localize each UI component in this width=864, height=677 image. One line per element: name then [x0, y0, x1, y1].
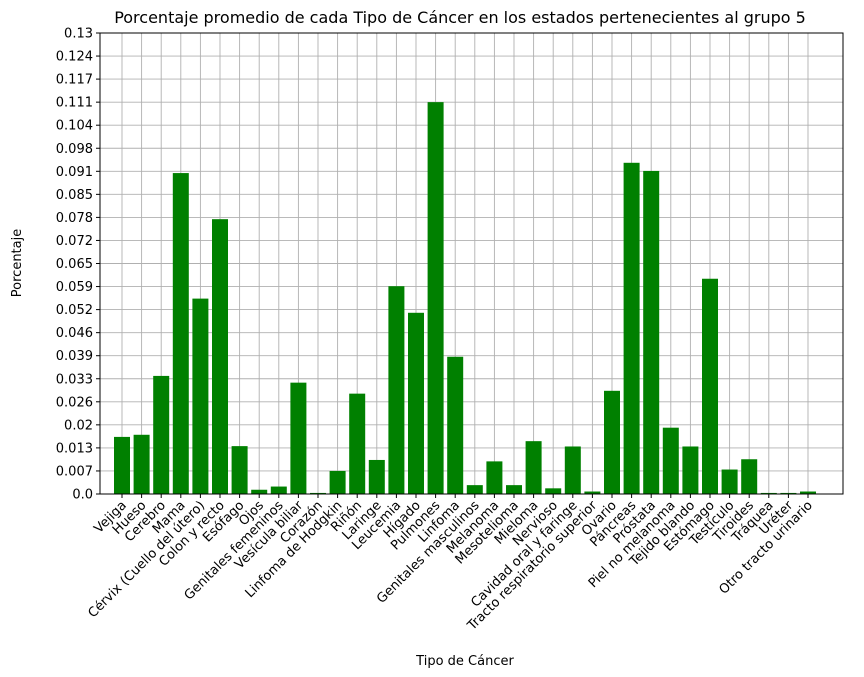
bar [408, 312, 424, 494]
bar [564, 446, 581, 494]
bar [270, 486, 287, 494]
bar [114, 436, 130, 494]
bar [427, 102, 444, 495]
bar [212, 219, 228, 494]
bar [643, 170, 660, 495]
y-tick-label: 0.078 [56, 211, 93, 226]
y-tick-label: 0.111 [56, 96, 93, 111]
y-tick-label: 0.046 [56, 326, 93, 341]
y-tick-label: 0.0 [72, 488, 93, 503]
y-tick-label: 0.072 [56, 234, 93, 249]
y-tick-label: 0.065 [56, 257, 93, 272]
bar [310, 492, 326, 494]
bar [682, 446, 699, 494]
bar [466, 485, 483, 494]
bar [368, 459, 385, 494]
x-axis-label: Tipo de Cáncer [415, 654, 514, 669]
bar [349, 393, 366, 494]
bar [584, 491, 601, 494]
bar [800, 491, 816, 494]
y-tick-label: 0.02 [64, 418, 93, 433]
bar [721, 469, 738, 494]
y-tick-label: 0.007 [56, 464, 93, 479]
bar [760, 492, 777, 494]
bar [604, 390, 620, 494]
bar [702, 278, 718, 494]
bar [251, 489, 268, 494]
bar [525, 441, 542, 494]
bar [662, 427, 679, 494]
bar [545, 488, 562, 494]
bar [388, 286, 405, 494]
bar [153, 375, 170, 494]
y-axis-ticks: 0.0 0.007 0.013 0.02 0.026 0.033 0.039 0.046 0.0… [56, 27, 100, 503]
y-tick-label: 0.052 [56, 303, 93, 318]
y-tick-label: 0.033 [56, 372, 93, 387]
bar [506, 485, 522, 494]
bars [114, 102, 816, 495]
y-tick-label: 0.059 [56, 280, 93, 295]
y-tick-label: 0.039 [56, 349, 93, 364]
y-tick-label: 0.085 [56, 188, 93, 203]
bar [741, 459, 758, 494]
y-axis-label: Porcentaje [10, 229, 25, 297]
bar [172, 173, 189, 495]
y-tick-label: 0.013 [56, 441, 93, 456]
y-tick-label: 0.13 [64, 27, 93, 42]
bar [192, 298, 209, 494]
chart-title: Porcentaje promedio de cada Tipo de Cánc… [114, 8, 806, 27]
y-tick-label: 0.104 [56, 119, 93, 134]
y-tick-label: 0.117 [56, 73, 93, 88]
bar [290, 382, 307, 494]
grid [100, 32, 843, 495]
y-tick-label: 0.026 [56, 395, 93, 410]
bar [329, 470, 346, 494]
y-tick-label: 0.098 [56, 142, 93, 157]
bar [447, 356, 464, 494]
y-tick-label: 0.091 [56, 165, 93, 180]
bar [780, 492, 797, 494]
bar [133, 434, 150, 494]
bar [231, 446, 248, 494]
bar [623, 162, 640, 494]
y-tick-label: 0.124 [56, 50, 93, 65]
bar [486, 461, 503, 494]
